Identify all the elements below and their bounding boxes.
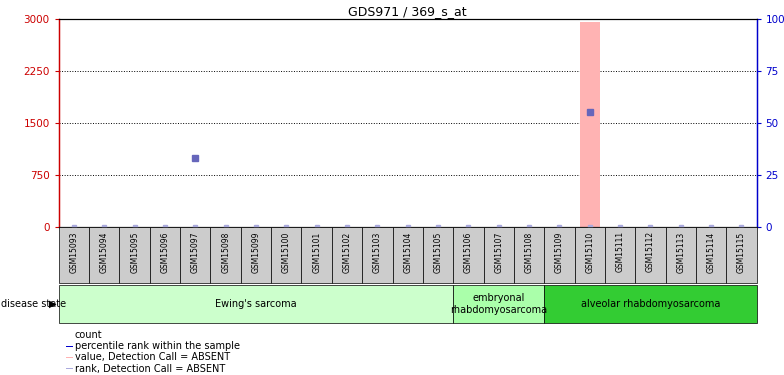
- Text: GSM15110: GSM15110: [585, 231, 594, 273]
- Text: GSM15097: GSM15097: [191, 231, 200, 273]
- Text: ▶: ▶: [49, 299, 57, 309]
- Bar: [66, 368, 74, 369]
- Bar: [59, 227, 89, 283]
- Bar: [210, 227, 241, 283]
- Bar: [119, 227, 150, 283]
- Text: rank, Detection Call = ABSENT: rank, Detection Call = ABSENT: [74, 364, 225, 374]
- Bar: [59, 285, 453, 322]
- Bar: [89, 227, 119, 283]
- Bar: [635, 227, 666, 283]
- Bar: [453, 285, 544, 322]
- Text: GSM15095: GSM15095: [130, 231, 139, 273]
- Text: GSM15106: GSM15106: [464, 231, 473, 273]
- Bar: [150, 227, 180, 283]
- Bar: [605, 227, 635, 283]
- Bar: [484, 227, 514, 283]
- Text: count: count: [74, 330, 102, 340]
- Bar: [241, 227, 271, 283]
- Text: embryonal
rhabdomyosarcoma: embryonal rhabdomyosarcoma: [450, 293, 547, 315]
- Text: GSM15093: GSM15093: [70, 231, 78, 273]
- Text: GSM15109: GSM15109: [555, 231, 564, 273]
- Text: GSM15102: GSM15102: [343, 231, 351, 273]
- Text: GSM15101: GSM15101: [312, 231, 321, 273]
- Bar: [66, 334, 74, 336]
- Text: GSM15107: GSM15107: [494, 231, 503, 273]
- Bar: [544, 227, 575, 283]
- Title: GDS971 / 369_s_at: GDS971 / 369_s_at: [348, 4, 467, 18]
- Text: alveolar rhabdomyosarcoma: alveolar rhabdomyosarcoma: [581, 299, 720, 309]
- Bar: [726, 227, 757, 283]
- Bar: [544, 285, 757, 322]
- Text: GSM15099: GSM15099: [252, 231, 260, 273]
- Bar: [332, 227, 362, 283]
- Text: GSM15113: GSM15113: [677, 231, 685, 273]
- Text: GSM15104: GSM15104: [403, 231, 412, 273]
- Text: percentile rank within the sample: percentile rank within the sample: [74, 341, 240, 351]
- Text: GSM15094: GSM15094: [100, 231, 109, 273]
- Text: GSM15098: GSM15098: [221, 231, 230, 273]
- Text: GSM15100: GSM15100: [281, 231, 291, 273]
- Text: GSM15096: GSM15096: [161, 231, 169, 273]
- Text: GSM15105: GSM15105: [434, 231, 442, 273]
- Text: GSM15112: GSM15112: [646, 231, 655, 273]
- Bar: [180, 227, 210, 283]
- Text: disease state: disease state: [1, 299, 66, 309]
- Bar: [66, 357, 74, 358]
- Bar: [362, 227, 393, 283]
- Text: value, Detection Call = ABSENT: value, Detection Call = ABSENT: [74, 352, 230, 363]
- Text: GSM15111: GSM15111: [615, 231, 625, 273]
- Text: GSM15114: GSM15114: [706, 231, 716, 273]
- Bar: [302, 227, 332, 283]
- Bar: [580, 22, 600, 227]
- Bar: [453, 227, 484, 283]
- Text: GSM15103: GSM15103: [373, 231, 382, 273]
- Bar: [393, 227, 423, 283]
- Bar: [666, 227, 696, 283]
- Text: GSM15115: GSM15115: [737, 231, 746, 273]
- Text: Ewing's sarcoma: Ewing's sarcoma: [215, 299, 297, 309]
- Bar: [696, 227, 726, 283]
- Text: GSM15108: GSM15108: [524, 231, 534, 273]
- Bar: [575, 227, 605, 283]
- Bar: [514, 227, 544, 283]
- Bar: [423, 227, 453, 283]
- Bar: [271, 227, 302, 283]
